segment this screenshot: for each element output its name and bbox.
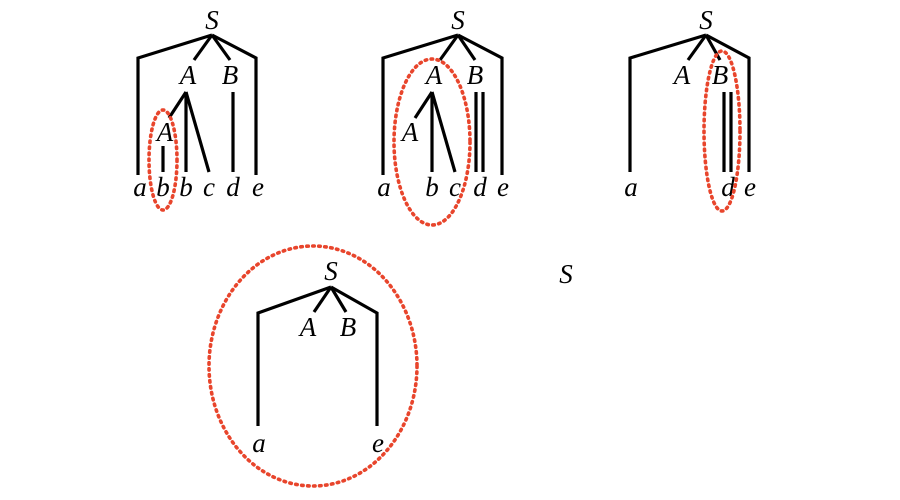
tree3-node-B: B <box>712 60 729 90</box>
tree2-edge-A-c <box>430 91 457 173</box>
tree1-leaf-b: b <box>156 172 170 202</box>
tree1-leaf-b2: b <box>179 172 193 202</box>
tree3-root-S: S <box>699 5 713 35</box>
tree2-root-S: S <box>451 5 465 35</box>
final-root-S: S <box>559 259 573 289</box>
tree1-leaf-e: e <box>252 172 264 202</box>
tree2-edge-S-A <box>438 34 460 61</box>
tree4-root-S: S <box>324 256 338 286</box>
tree2-edge-A-innerA <box>413 91 434 119</box>
tree1-edge-S-A <box>192 34 214 61</box>
tree4-node-B: B <box>340 312 357 342</box>
tree1-edge-A-innerA <box>167 91 188 119</box>
tree4-leaf-a: a <box>252 428 266 458</box>
parse-tree-1: S A B A a b b c d e <box>133 5 264 212</box>
tree3-edge-S-e <box>705 33 751 172</box>
tree1-highlight-ellipse <box>147 108 179 212</box>
tree1-node-B: B <box>222 60 239 90</box>
tree2-node-A: A <box>424 60 443 90</box>
tree1-leaf-c: c <box>203 172 215 202</box>
tree4-highlight-ellipse <box>207 244 419 488</box>
tree1-root-S: S <box>205 5 219 35</box>
parse-tree-2: S A B A a b c d e <box>377 5 509 227</box>
tree1-leaf-d: d <box>226 172 240 202</box>
tree1-node-inner-A: A <box>155 117 174 147</box>
tree2-edge-S-a <box>381 33 459 175</box>
tree3-leaf-e: e <box>744 172 756 202</box>
tree1-edge-S-e <box>211 33 258 175</box>
tree4-leaf-e: e <box>372 428 384 458</box>
tree1-edge-S-a <box>136 33 213 175</box>
tree2-leaf-c: c <box>449 172 461 202</box>
tree4-edge-S-A <box>312 286 333 313</box>
tree2-leaf-d: d <box>473 172 487 202</box>
tree2-node-B: B <box>467 60 484 90</box>
parse-tree-5: S <box>559 259 573 289</box>
tree2-node-inner-A: A <box>400 117 419 147</box>
tree3-edge-S-a <box>628 33 707 172</box>
tree2-edge-S-e <box>457 33 504 175</box>
tree3-node-A: A <box>672 60 691 90</box>
tree2-highlight-ellipse <box>392 57 472 227</box>
parse-tree-3: S A B a d e <box>624 5 756 213</box>
tree4-edge-S-B <box>329 286 348 313</box>
tree1-edge-A-c <box>184 91 211 173</box>
tree4-edge-S-a <box>256 285 332 426</box>
tree4-edge-S-e <box>330 285 379 426</box>
tree2-leaf-e: e <box>497 172 509 202</box>
tree3-highlight-ellipse <box>702 49 742 213</box>
tree3-leaf-a: a <box>624 172 638 202</box>
tree1-edge-S-B <box>210 34 232 61</box>
tree1-node-A: A <box>178 60 197 90</box>
parse-tree-4: S A B a e <box>207 244 419 488</box>
tree2-leaf-a: a <box>377 172 391 202</box>
tree2-edge-S-B <box>456 34 477 61</box>
tree3-leaf-d: d <box>721 172 735 202</box>
tree2-leaf-b: b <box>425 172 439 202</box>
tree3-edge-S-A <box>686 34 708 61</box>
tree1-leaf-a: a <box>133 172 147 202</box>
tree4-node-A: A <box>298 312 317 342</box>
